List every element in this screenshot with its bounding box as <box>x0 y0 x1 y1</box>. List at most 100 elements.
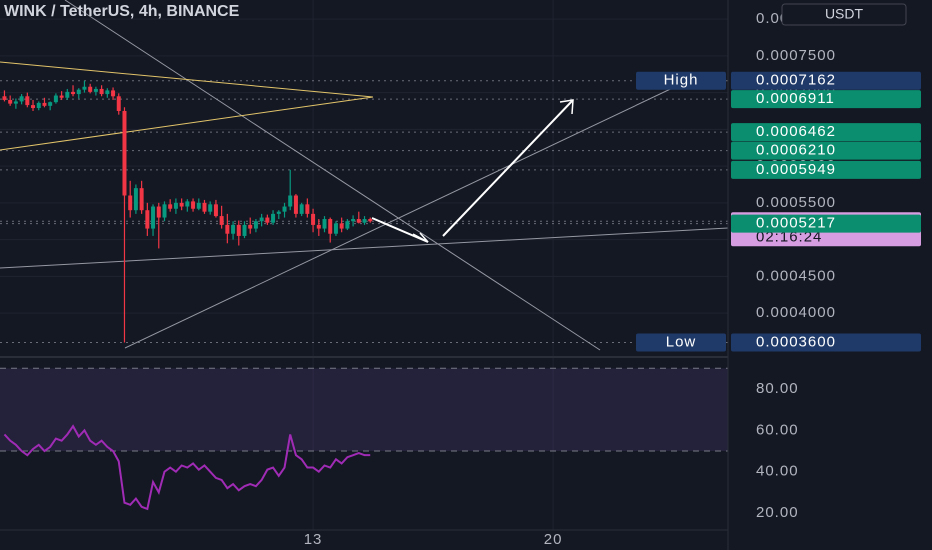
candle-body <box>99 88 104 95</box>
arrow <box>442 99 574 237</box>
price-labels: 0.0007162 High 0.0006911 0.0006462 0.0006210… <box>636 72 921 352</box>
candle-body <box>362 219 367 223</box>
candle-body <box>42 102 47 106</box>
arrow-head <box>559 99 574 115</box>
candle-body <box>299 204 304 214</box>
trend-line <box>64 0 601 351</box>
candle-body <box>328 219 333 234</box>
candle-body <box>13 101 18 104</box>
candle-body <box>333 223 338 234</box>
candle-body <box>236 224 241 236</box>
triangle-line <box>0 61 374 98</box>
price-label: 0.0003600 <box>756 333 836 350</box>
trend-line <box>0 227 729 269</box>
price-label: 0.0005217 <box>756 215 836 232</box>
price-label-box <box>731 90 921 109</box>
candle-body <box>265 217 270 223</box>
candle-body <box>71 91 76 95</box>
y-tick-label: 60.00 <box>756 421 799 438</box>
candle-body <box>59 95 64 98</box>
y-tick-label: 40.00 <box>756 463 799 480</box>
candle-body <box>156 206 161 218</box>
candle-body <box>345 221 350 229</box>
candle-body <box>293 195 298 214</box>
arrow <box>371 217 429 243</box>
candle-body <box>53 95 58 103</box>
rsi-line <box>3 424 371 511</box>
tag-label: High <box>664 72 699 89</box>
candle-body <box>311 213 316 225</box>
candle-body <box>145 210 150 229</box>
candle-body <box>356 219 361 223</box>
price-label: 0.0005949 <box>756 161 836 178</box>
triangle-line <box>0 96 374 151</box>
candle-body <box>36 102 41 109</box>
price-label-box <box>731 160 921 179</box>
candle-body <box>225 224 230 234</box>
candle-body <box>185 201 190 207</box>
candle-body <box>322 219 327 229</box>
drawings <box>0 0 729 351</box>
candle-body <box>82 86 87 90</box>
candle-body <box>368 219 373 222</box>
tag-label: Low <box>666 333 697 350</box>
y-tick-label: 0.0004000 <box>756 304 836 321</box>
candle-body <box>351 219 356 222</box>
price-label-box <box>731 214 921 233</box>
candle-body <box>122 110 127 196</box>
candles <box>2 80 373 343</box>
candle-body <box>133 188 138 211</box>
candle-body <box>8 99 13 104</box>
y-tick-label: 80.00 <box>756 380 799 397</box>
candle-body <box>88 86 93 92</box>
candle-body <box>25 96 30 106</box>
candle-body <box>2 96 7 100</box>
candle-body <box>248 224 253 229</box>
chart-title: WINK / TetherUS, 4h, BINANCE <box>4 3 240 20</box>
currency[interactable]: USDT <box>825 6 864 22</box>
candle-body <box>202 202 207 212</box>
candle-body <box>253 221 258 229</box>
candle-body <box>31 105 36 109</box>
price-label: 0.0007162 <box>756 72 836 89</box>
tag-box <box>636 333 726 352</box>
candle-body <box>305 204 310 214</box>
price-label: 0.0006462 <box>756 123 836 140</box>
candle-body <box>276 211 281 214</box>
level-lines <box>0 80 728 344</box>
candle-body <box>173 202 178 209</box>
candle-body <box>282 206 287 212</box>
candle-body <box>288 195 293 207</box>
candle-body <box>231 224 236 234</box>
y-tick-label: 20.00 <box>756 504 799 521</box>
candle-body <box>259 217 264 222</box>
price-label-box <box>731 123 921 142</box>
candle-body <box>219 216 224 225</box>
rsi-pane <box>0 367 728 511</box>
rsi-band <box>0 368 728 452</box>
candle-body <box>213 204 218 217</box>
candle-body <box>208 204 213 212</box>
price-label-box <box>731 71 921 90</box>
grid-layer <box>0 0 728 530</box>
currency-button[interactable] <box>781 3 907 26</box>
candle-body <box>19 96 24 102</box>
candle-body <box>339 223 344 229</box>
x-tick-label: 20 <box>544 531 563 548</box>
price-label-box <box>731 141 921 160</box>
price-label-box <box>731 333 921 352</box>
y-tick-label: 0.0007500 <box>756 47 836 64</box>
candle-body <box>105 90 110 95</box>
candle-body <box>48 102 53 106</box>
candle-body <box>116 96 121 111</box>
candle-body <box>139 188 144 211</box>
candle-body <box>191 201 196 209</box>
candle-body <box>93 88 98 92</box>
price-label: 0.0006911 <box>756 90 835 107</box>
candle-body <box>271 213 276 223</box>
y-tick-label: 0.0004500 <box>756 267 836 284</box>
arrow-head <box>412 232 429 243</box>
candle-body <box>65 91 70 98</box>
